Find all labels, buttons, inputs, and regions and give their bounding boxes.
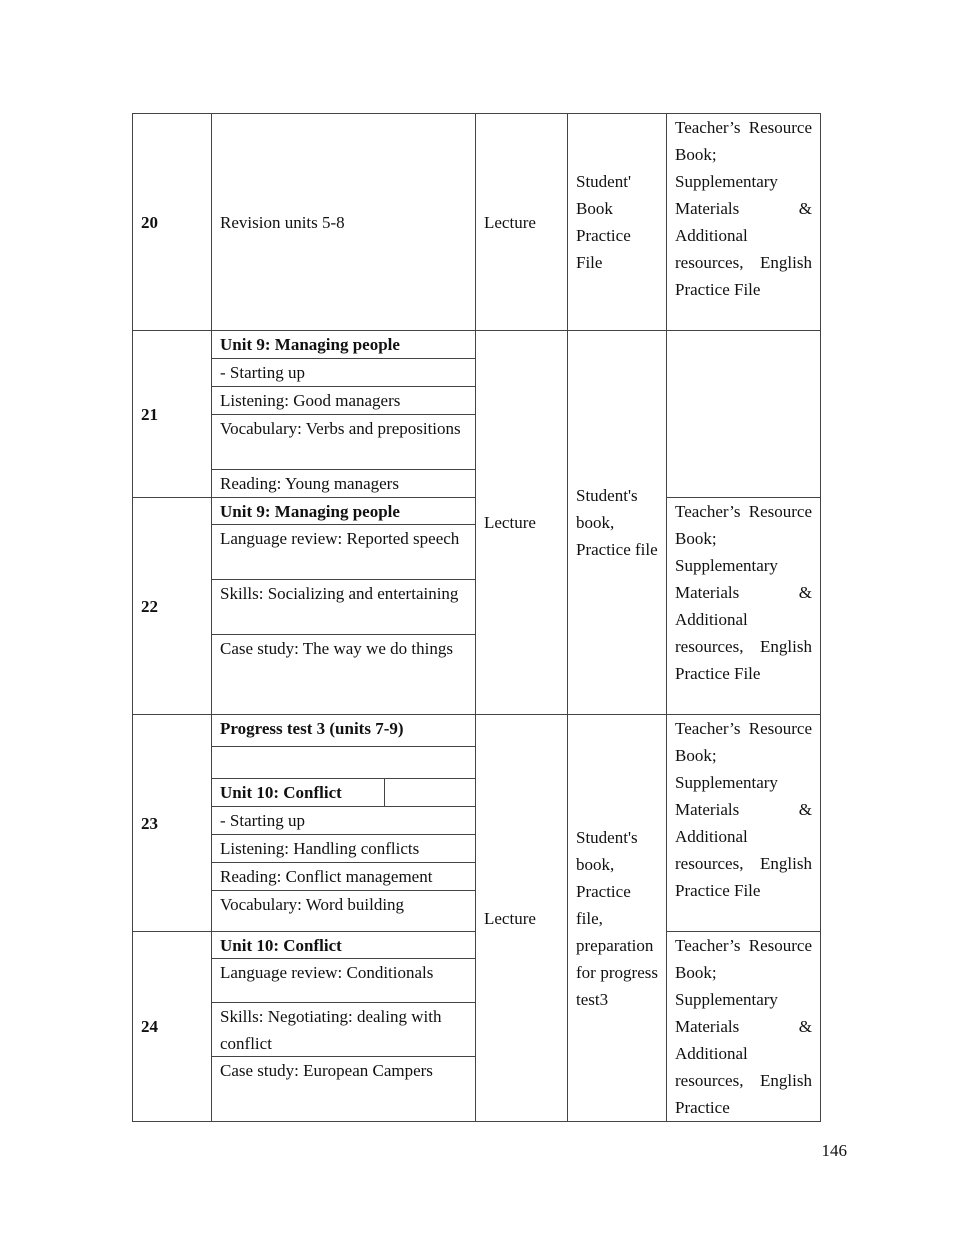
cell-text: Teacher’s Resource Book; Supplementary M…: [675, 502, 812, 683]
cell-text: 20: [141, 212, 158, 232]
table-cell: Student' Book Practice File: [567, 113, 667, 331]
cell-text: Student's book, Practice file: [576, 486, 658, 559]
cell-text: - Starting up: [220, 363, 305, 382]
cell-text: 22: [141, 596, 158, 616]
table-cell: Vocabulary: Word building: [211, 890, 476, 932]
cell-text: Student's book, Practice file, preparati…: [576, 827, 658, 1009]
table-cell: Skills: Socializing and entertaining: [211, 579, 476, 635]
cell-text: 24: [141, 1017, 158, 1036]
table-cell: Lecture: [475, 714, 568, 1122]
cell-text: Unit 9: Managing people: [220, 335, 400, 354]
table-cell: Vocabulary: Verbs and prepositions: [211, 414, 476, 470]
table-cell: Case study: European Campers: [211, 1056, 476, 1122]
table-cell: Reading: Conflict management: [211, 862, 476, 891]
cell-text: Listening: Handling conflicts: [220, 839, 420, 858]
table-cell: Reading: Young managers: [211, 469, 476, 498]
table-cell: Unit 9: Managing people: [211, 330, 476, 359]
table-cell: 24: [132, 931, 212, 1122]
cell-text: Reading: Young managers: [220, 474, 399, 493]
table-cell: Unit 10: Conflict: [211, 931, 476, 959]
cell-text: Language review: Conditionals: [220, 963, 434, 982]
table-cell: 21: [132, 330, 212, 498]
cell-text: Teacher’s Resource Book; Supplementary M…: [675, 936, 812, 1117]
cell-text: Skills: Socializing and entertaining: [220, 584, 459, 603]
table-cell: Listening: Handling conflicts: [211, 834, 476, 863]
cell-text: Teacher’s Resource Book; Supplementary M…: [675, 118, 812, 299]
table-cell: - Starting up: [211, 358, 476, 387]
table-cell: Teacher’s Resource Book; Supplementary M…: [666, 714, 821, 932]
table-cell: Lecture: [475, 113, 568, 331]
table-cell: - Starting up: [211, 806, 476, 835]
table-cell: 20: [132, 113, 212, 331]
table-cell: Teacher’s Resource Book; Supplementary M…: [666, 931, 821, 1122]
cell-text: Lecture: [484, 212, 536, 232]
table-cell: Teacher’s Resource Book; Supplementary M…: [666, 113, 821, 331]
table-cell: 22: [132, 497, 212, 715]
table-cell: Language review: Reported speech: [211, 524, 476, 580]
cell-text: Lecture: [484, 513, 536, 532]
cell-text: 23: [141, 813, 158, 833]
page-number: 146: [821, 1141, 848, 1160]
cell-text: Language review: Reported speech: [220, 529, 460, 548]
table-cell: Skills: Negotiating: dealing with confli…: [211, 1002, 476, 1057]
cell-text: Student' Book Practice File: [576, 172, 632, 272]
cell-text: Skills: Negotiating: dealing with confli…: [220, 1007, 442, 1053]
cell-text: Revision units 5-8: [220, 212, 345, 232]
table-cell: Teacher’s Resource Book; Supplementary M…: [666, 497, 821, 715]
table-cell: Student's book, Practice file: [567, 330, 667, 715]
cell-text: Vocabulary: Word building: [220, 895, 405, 914]
cell-text: Lecture: [484, 908, 536, 928]
table-cell: Unit 9: Managing people: [211, 497, 476, 525]
table-cell: [666, 330, 821, 498]
cell-text: Listening: Good managers: [220, 391, 401, 410]
cell-text: Unit 10: Conflict: [220, 936, 342, 955]
table-cell: Revision units 5-8: [211, 113, 476, 331]
cell-text: - Starting up: [220, 811, 305, 830]
cell-text: Case study: The way we do things: [220, 639, 453, 658]
table-cell: 23: [132, 714, 212, 932]
cell-text: Unit 10: Conflict: [220, 783, 342, 802]
cell-text: Progress test 3 (units 7-9): [220, 719, 404, 738]
table-cell: Listening: Good managers: [211, 386, 476, 415]
cell-text: Teacher’s Resource Book; Supplementary M…: [675, 719, 812, 900]
table-cell: Language review: Conditionals: [211, 958, 476, 1003]
cell-text: Vocabulary: Verbs and prepositions: [220, 419, 461, 438]
table-cell: Student's book, Practice file, preparati…: [567, 714, 667, 1122]
cell-text: Reading: Conflict management: [220, 867, 433, 886]
cell-text: Unit 9: Managing people: [220, 502, 400, 521]
table-cell: [211, 746, 476, 779]
table-cell: [384, 778, 476, 807]
cell-text: 21: [141, 404, 158, 424]
table-cell: Progress test 3 (units 7-9): [211, 714, 476, 747]
table-cell: Case study: The way we do things: [211, 634, 476, 715]
table-cell: Lecture: [475, 330, 568, 715]
cell-text: Case study: European Campers: [220, 1061, 433, 1080]
